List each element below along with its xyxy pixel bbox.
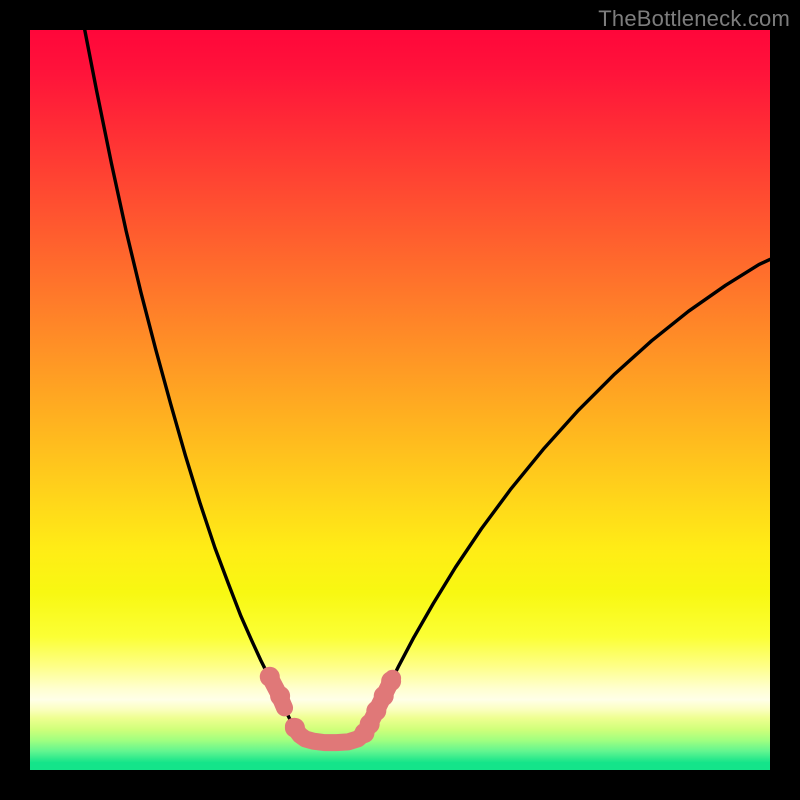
highlight-dot	[260, 667, 280, 687]
bottleneck-chart	[0, 0, 800, 800]
highlight-dot	[285, 718, 305, 738]
chart-plot-area	[30, 30, 770, 770]
highlight-dot	[381, 671, 401, 691]
chart-container: TheBottleneck.com	[0, 0, 800, 800]
highlight-dot	[270, 686, 290, 706]
watermark-label: TheBottleneck.com	[598, 6, 790, 32]
